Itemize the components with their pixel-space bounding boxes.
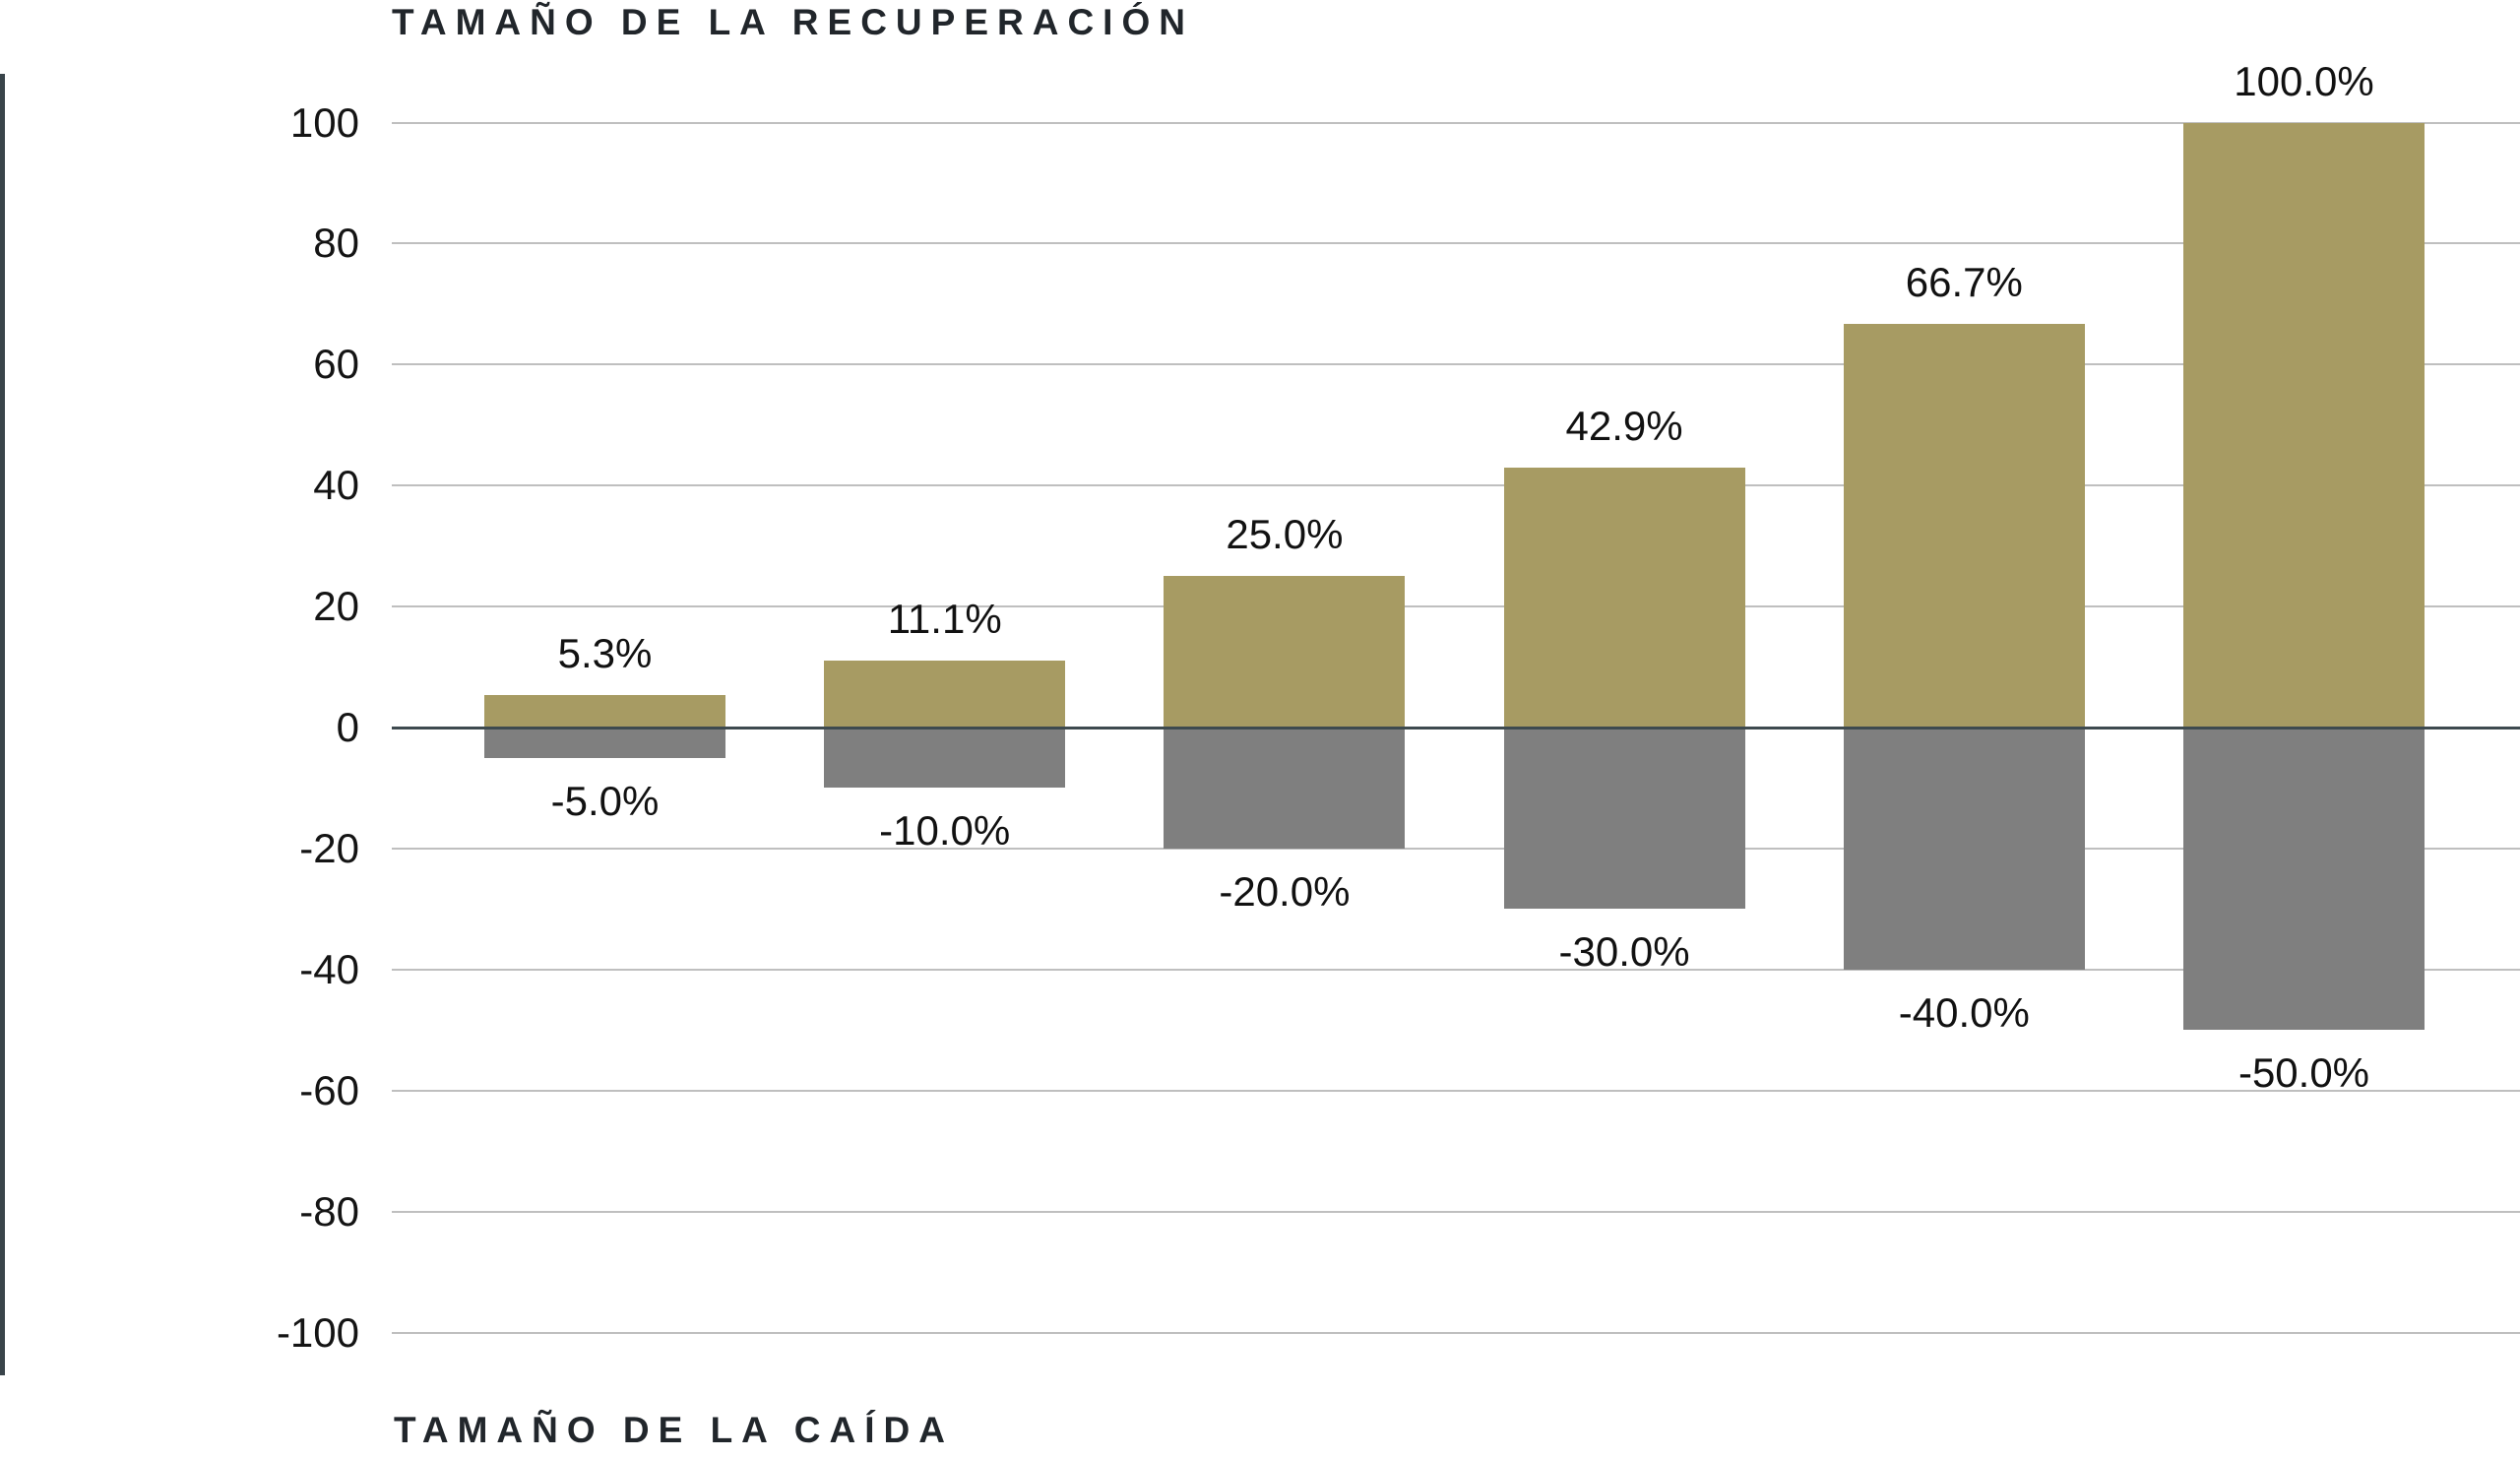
y-axis-tick-label: 60	[313, 341, 359, 388]
y-axis-tick-label: 20	[313, 583, 359, 630]
y-axis-tick-label: -40	[299, 945, 359, 992]
drawdown-bar	[824, 728, 1066, 789]
recovery-bar-label: 42.9%	[1565, 403, 1683, 450]
drawdown-bar-label: -30.0%	[1558, 928, 1690, 976]
drawdown-bar-label: -40.0%	[1898, 988, 2030, 1036]
gridline	[392, 484, 2520, 487]
recovery-bar	[484, 695, 725, 728]
recovery-bar-label: 5.3%	[557, 630, 653, 677]
y-axis-tick-label: -20	[299, 824, 359, 871]
gridline	[392, 121, 2520, 124]
gridline	[392, 968, 2520, 971]
gridline	[392, 363, 2520, 366]
chart-title-top: TAMAÑO DE LA RECUPERACIÓN	[392, 2, 1194, 42]
left-border-line	[0, 74, 5, 1375]
drawdown-bar-label: -20.0%	[1219, 867, 1351, 915]
y-axis-tick-label: -80	[299, 1187, 359, 1235]
recovery-bar-label: 66.7%	[1905, 259, 2023, 306]
recovery-bar-label: 11.1%	[887, 595, 1002, 642]
y-axis-tick-label: 100	[289, 98, 359, 146]
y-axis-tick-label: -100	[276, 1308, 359, 1356]
drawdown-bar-label: -5.0%	[550, 777, 660, 824]
y-axis-tick-label: 40	[313, 462, 359, 509]
gridline	[392, 847, 2520, 850]
gridline	[392, 1210, 2520, 1213]
drawdown-bar-label: -10.0%	[879, 807, 1011, 855]
drawdown-bar	[484, 728, 725, 758]
chart-title-bottom: TAMAÑO DE LA CAÍDA	[394, 1410, 954, 1450]
recovery-bar	[2183, 122, 2425, 728]
recovery-bar-label: 100.0%	[2234, 57, 2374, 104]
gridline	[392, 242, 2520, 245]
drawdown-bar	[2183, 728, 2425, 1031]
drawdown-bar	[1503, 728, 1745, 910]
y-axis-tick-label: -60	[299, 1066, 359, 1113]
drawdown-bar-label: -50.0%	[2237, 1049, 2370, 1097]
recovery-bar	[824, 660, 1066, 728]
y-axis-tick-label: 0	[336, 704, 359, 750]
drawdown-bar	[1164, 728, 1406, 849]
drawdown-bar	[1843, 728, 2085, 970]
zero-axis-line	[392, 726, 2520, 730]
gridline	[392, 1089, 2520, 1092]
recovery-bar	[1503, 468, 1745, 728]
gridline	[392, 605, 2520, 608]
gridline	[392, 1331, 2520, 1334]
y-axis-tick-label: 80	[313, 220, 359, 267]
recovery-bar	[1843, 324, 2085, 728]
recovery-bar-label: 25.0%	[1226, 511, 1344, 558]
recovery-bar	[1164, 576, 1406, 728]
